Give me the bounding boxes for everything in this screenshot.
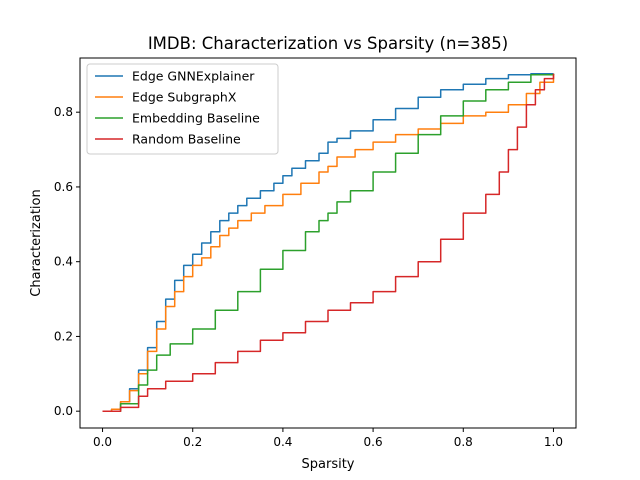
x-tick-label: 0.8: [454, 435, 473, 449]
x-tick-label: 0.2: [183, 435, 202, 449]
legend-box: [86, 63, 279, 155]
plot-lines: [102, 72, 555, 412]
legend-label: Random Baseline: [132, 132, 241, 147]
x-axis-label: Sparsity: [302, 457, 355, 472]
y-tick-label: 0.6: [54, 180, 73, 194]
y-axis-label: Characterization: [29, 189, 44, 297]
legend-label: Embedding Baseline: [132, 111, 260, 126]
series-line-3: [102, 73, 555, 412]
chart-title: IMDB: Characterization vs Sparsity (n=38…: [148, 34, 508, 53]
x-tick-label: 0.0: [93, 435, 112, 449]
x-tick-label: 1.0: [544, 435, 563, 449]
series-line-1: [102, 73, 555, 412]
series-line-2: [102, 73, 555, 412]
y-tick-label: 0.8: [54, 105, 73, 119]
plot-frame: [79, 57, 577, 429]
legend-items: Edge GNNExplainer Edge SubgraphX Embedding…: [95, 69, 260, 147]
x-tick-label: 0.6: [364, 435, 383, 449]
x-tick-label: 0.4: [273, 435, 292, 449]
y-tick-label: 0.0: [54, 404, 73, 418]
legend-label: Edge SubgraphX: [132, 90, 237, 105]
y-tick-label: 0.4: [54, 255, 73, 269]
x-axis-ticks: 0.0 0.2 0.4 0.6 0.8 1.0: [93, 428, 563, 449]
legend-label: Edge GNNExplainer: [132, 69, 255, 84]
y-axis-ticks: 0.0 0.2 0.4 0.6 0.8: [54, 105, 80, 418]
legend: Edge GNNExplainer Edge SubgraphX Embedding…: [86, 63, 279, 155]
y-tick-label: 0.2: [54, 329, 73, 343]
